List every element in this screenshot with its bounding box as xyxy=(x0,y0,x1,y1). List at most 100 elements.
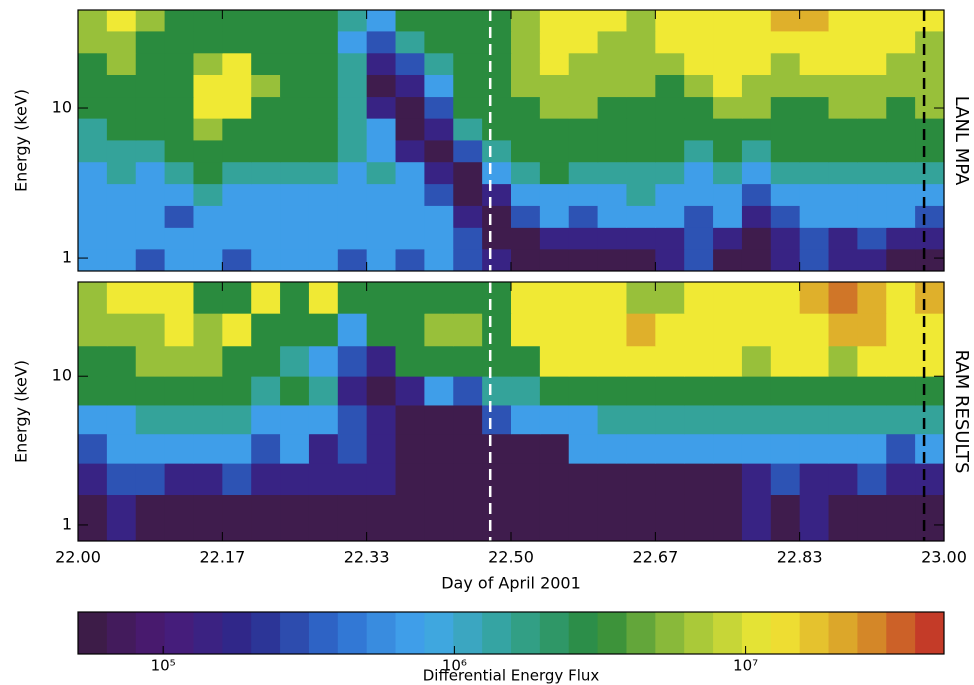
cell xyxy=(395,140,425,163)
cell xyxy=(684,118,714,141)
colorbar-swatch xyxy=(886,612,916,654)
cell xyxy=(280,282,310,314)
x-tick-label: 22.33 xyxy=(344,548,390,567)
cell xyxy=(886,433,916,464)
cell xyxy=(886,96,916,119)
cell xyxy=(482,31,512,54)
cell xyxy=(539,463,570,495)
cell xyxy=(164,31,195,54)
cell xyxy=(568,96,599,119)
cell xyxy=(395,282,425,314)
cell xyxy=(655,205,685,228)
cell xyxy=(597,96,628,119)
cell xyxy=(395,118,425,141)
cell xyxy=(915,376,945,406)
cell xyxy=(770,376,801,406)
cell xyxy=(511,74,541,98)
cell xyxy=(655,248,685,272)
cell xyxy=(193,118,223,141)
cell xyxy=(308,118,339,141)
cell xyxy=(424,74,454,98)
cell xyxy=(482,282,512,314)
cell xyxy=(78,31,108,54)
cell xyxy=(799,31,830,54)
cell xyxy=(453,205,483,228)
cell xyxy=(135,345,166,377)
cell xyxy=(222,248,252,272)
cell xyxy=(597,140,628,163)
cell xyxy=(106,161,137,185)
cell xyxy=(135,140,166,163)
y-tick-label: 10 xyxy=(52,98,72,117)
cell xyxy=(78,140,108,163)
cell xyxy=(280,96,310,119)
cell xyxy=(770,140,801,163)
cell xyxy=(280,313,310,347)
cell xyxy=(106,96,137,119)
cell xyxy=(222,74,252,98)
cell xyxy=(251,433,281,464)
cell xyxy=(280,161,310,185)
cell xyxy=(857,118,887,141)
cell xyxy=(597,161,628,185)
cell xyxy=(915,140,945,163)
cell xyxy=(135,183,166,206)
cell xyxy=(655,405,685,435)
cell xyxy=(308,205,339,228)
cell xyxy=(135,10,166,32)
cell xyxy=(655,433,685,464)
cell xyxy=(828,10,858,32)
cell xyxy=(78,282,108,314)
cell xyxy=(482,345,512,377)
cell xyxy=(251,494,281,542)
cell xyxy=(106,282,137,314)
cell xyxy=(684,140,714,163)
cell xyxy=(626,161,656,185)
cell xyxy=(280,140,310,163)
cell xyxy=(713,494,743,542)
colorbar-swatch xyxy=(857,612,887,654)
cell xyxy=(713,282,743,314)
cell xyxy=(482,10,512,32)
cell xyxy=(78,376,108,406)
cell xyxy=(770,74,801,98)
cell xyxy=(915,96,945,119)
cell xyxy=(395,227,425,250)
cell xyxy=(539,205,570,228)
cell xyxy=(511,96,541,119)
cell xyxy=(539,140,570,163)
cell xyxy=(713,345,743,377)
cell xyxy=(337,376,368,406)
cell xyxy=(106,74,137,98)
cell xyxy=(366,282,397,314)
cell xyxy=(222,161,252,185)
cell xyxy=(828,376,858,406)
colorbar-swatch xyxy=(78,612,108,654)
cell xyxy=(222,31,252,54)
cell xyxy=(886,140,916,163)
cell xyxy=(482,74,512,98)
cell xyxy=(684,31,714,54)
cell xyxy=(655,345,685,377)
cell xyxy=(424,140,454,163)
cell xyxy=(222,494,252,542)
cell xyxy=(857,494,887,542)
colorbar-swatch xyxy=(684,612,714,654)
cell xyxy=(511,282,541,314)
cell xyxy=(568,183,599,206)
cell xyxy=(539,96,570,119)
cell xyxy=(828,205,858,228)
cell xyxy=(828,31,858,54)
cell xyxy=(164,10,195,32)
cell xyxy=(539,183,570,206)
cell xyxy=(395,161,425,185)
cell xyxy=(308,96,339,119)
cell xyxy=(424,118,454,141)
cell xyxy=(684,405,714,435)
cell xyxy=(366,140,397,163)
cell xyxy=(453,248,483,272)
cell xyxy=(424,433,454,464)
cell xyxy=(337,96,368,119)
cell xyxy=(337,248,368,272)
cell xyxy=(539,10,570,32)
